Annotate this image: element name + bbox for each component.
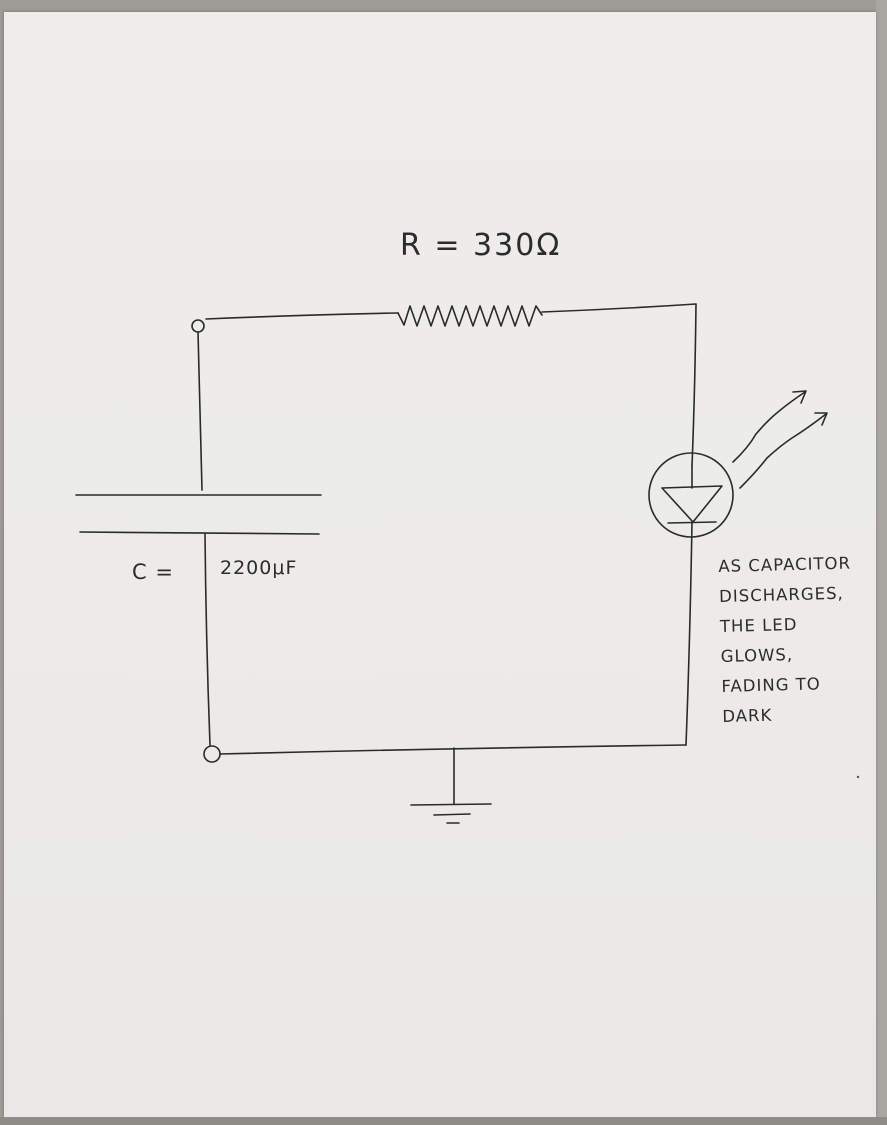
table-surface (0, 1117, 887, 1125)
resistor-label: R = 330Ω (400, 228, 562, 263)
note-line: GLOWS, (720, 645, 794, 666)
paper-sheet (4, 12, 876, 1117)
left-wire-upper (197, 331, 203, 491)
led-circle (648, 452, 734, 538)
top-wire-right (541, 303, 697, 313)
note-line: FADING TO (721, 674, 822, 696)
led-diode-triangle (661, 485, 723, 523)
top-terminal (191, 319, 205, 333)
note-line: AS CAPACITOR (718, 553, 852, 576)
light-arrow-1 (732, 391, 806, 463)
note-line: THE LED (719, 614, 798, 636)
light-arrow-2 (739, 413, 827, 489)
light-arrow-2-head (814, 412, 828, 426)
top-wire-left (205, 312, 399, 320)
background-edge (876, 0, 887, 1125)
note-line: DISCHARGES, (718, 583, 845, 606)
ground-line-2 (433, 813, 471, 816)
ground-line-1 (410, 803, 492, 806)
resistor-symbol (397, 305, 543, 327)
bottom-wire (219, 744, 687, 755)
left-wire-lower (204, 533, 211, 746)
capacitor-plate-bottom (79, 531, 320, 535)
light-arrow-1-head (792, 390, 807, 404)
stray-mark (856, 775, 860, 779)
capacitor-value-label: 2200μF (220, 557, 298, 579)
annotation-note: AS CAPACITOR DISCHARGES, THE LED GLOWS, … (718, 548, 883, 732)
right-wire-upper (691, 303, 697, 467)
note-line: DARK (722, 705, 773, 726)
bottom-terminal (203, 745, 221, 763)
capacitor-symbol-label: C = (132, 560, 174, 584)
right-wire-lower (685, 521, 693, 746)
